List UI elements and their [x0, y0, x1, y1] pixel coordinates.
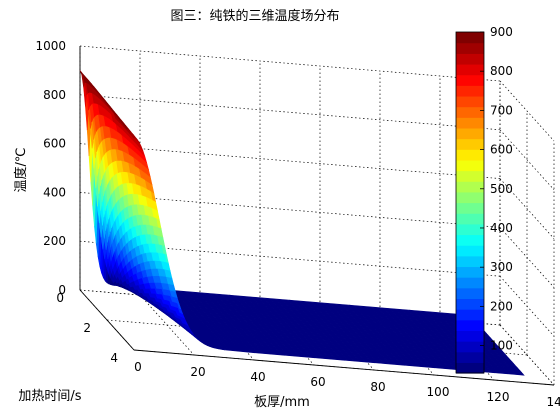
colorbar-band	[456, 32, 484, 44]
colorbar-band	[456, 170, 484, 182]
colorbar-band	[456, 213, 484, 225]
colorbar-band	[456, 42, 484, 54]
colorbar-band	[456, 298, 484, 310]
colorbar-band	[456, 287, 484, 300]
colorbar-band	[456, 245, 484, 257]
colorbar-band	[456, 266, 484, 278]
colorbar-band	[456, 234, 484, 246]
gridline-z-side	[499, 80, 555, 142]
colorbar-band	[456, 106, 484, 118]
colorbar-band	[456, 341, 484, 353]
chart-title: 图三：纯铁的三维温度场分布	[170, 8, 339, 24]
z-tick-label: 400	[43, 185, 66, 199]
gridline-z-back	[79, 45, 501, 82]
y-tick-label: 0	[56, 291, 64, 305]
colorbar-tick-label: 200	[490, 299, 513, 313]
colorbar-tick-label: 800	[490, 64, 513, 78]
y-tick-label: 4	[110, 351, 118, 365]
colorbar-tick-label: 400	[490, 221, 513, 235]
z-tick-label: 0	[58, 283, 66, 297]
colorbar-band	[456, 127, 484, 140]
x-tick-label: 60	[310, 375, 325, 389]
axis-ticks: 02004006008001000024020406080100120140	[35, 39, 560, 409]
colorbar-tick-label: 600	[490, 143, 513, 157]
y-axis-label: 加热时间/s	[18, 389, 81, 404]
surface-patch	[131, 135, 137, 140]
x-tick-label: 40	[250, 370, 265, 384]
colorbar-band	[456, 191, 484, 204]
colorbar-band	[456, 351, 484, 363]
gridline-z-side	[499, 227, 555, 288]
x-axis-line	[133, 349, 555, 386]
gridline-z-side	[499, 129, 555, 191]
colorbar-band	[456, 53, 484, 65]
x-tick-label: 100	[427, 385, 450, 399]
colorbar-band	[456, 85, 484, 97]
z-tick-label: 200	[43, 234, 66, 248]
colorbar-band	[456, 159, 484, 172]
z-tick-label: 800	[43, 88, 66, 102]
colorbar-tick-label: 700	[490, 103, 513, 117]
z-axis-label: 温度/℃	[13, 148, 29, 193]
x-tick-label: 20	[190, 365, 205, 379]
colorbar-band	[456, 255, 484, 268]
colorbar-band	[456, 202, 484, 214]
x-tick-label: 80	[370, 380, 385, 394]
colorbar-tick-label: 900	[490, 25, 513, 39]
x-axis-label: 板厚/mm	[254, 395, 310, 410]
colorbar-band	[456, 117, 484, 129]
gridline-z-side	[499, 178, 555, 239]
x-tick-label: 0	[134, 360, 142, 374]
colorbar-band	[456, 362, 484, 374]
colorbar-band	[456, 95, 484, 108]
colorbar-frame	[455, 31, 485, 374]
colorbar-band	[456, 74, 484, 86]
colorbar: 100 200 300 400 500 600 700 800 900	[455, 25, 513, 374]
colorbar-band	[456, 309, 484, 321]
colorbar-band	[456, 330, 484, 342]
colorbar-tick-label: 500	[490, 182, 513, 196]
colorbar-band	[456, 319, 484, 331]
gridline-z-back	[79, 94, 501, 131]
x-tick-label: 140	[547, 395, 560, 409]
colorbar-band	[456, 277, 484, 289]
colorbar-band	[456, 63, 484, 76]
colorbar-band	[456, 149, 484, 161]
colorbar-band	[456, 181, 484, 193]
y-tick-label: 2	[83, 321, 91, 335]
colorbar-tick-label: 300	[490, 260, 513, 274]
colorbar-tick-label: 100	[490, 339, 513, 353]
z-tick-label: 600	[43, 137, 66, 151]
colorbar-band	[456, 223, 484, 236]
z-tick-label: 1000	[35, 39, 66, 53]
colorbar-band	[456, 138, 484, 150]
x-tick-label: 120	[487, 390, 510, 404]
